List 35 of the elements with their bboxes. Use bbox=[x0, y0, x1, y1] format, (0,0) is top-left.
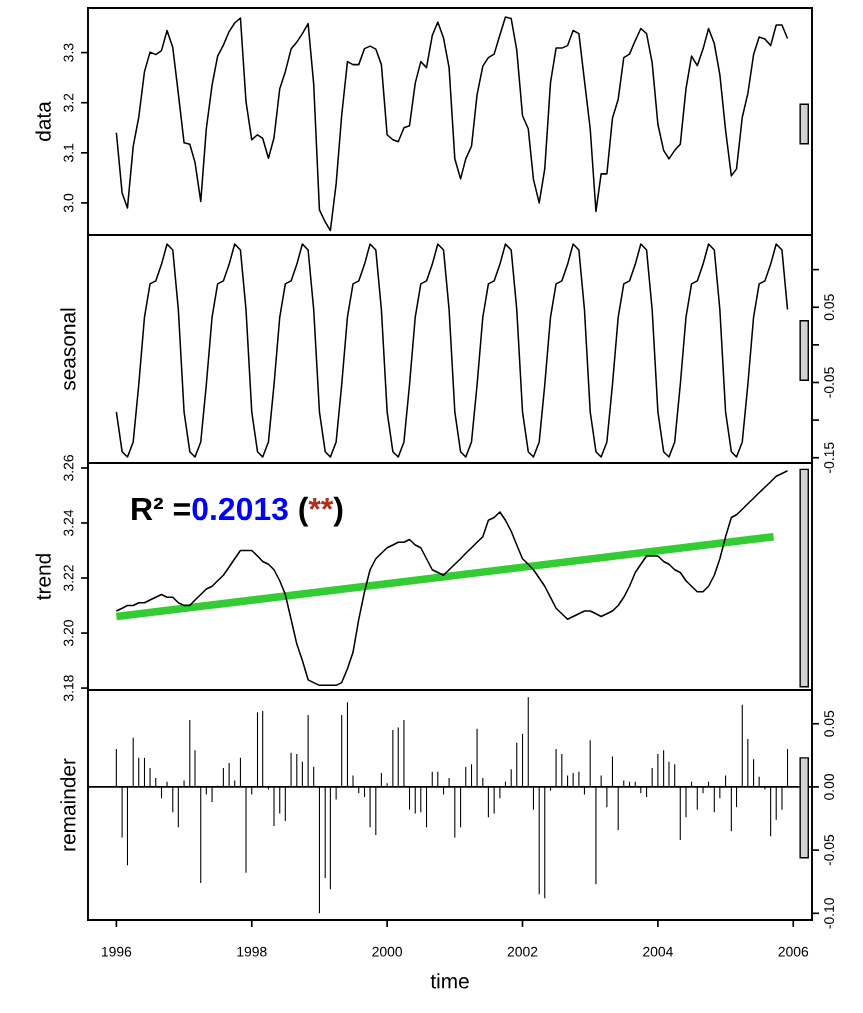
y-tick-label: 3.22 bbox=[63, 565, 74, 591]
y-tick-label: 3.1 bbox=[63, 143, 74, 162]
y-tick-label: 0.05 bbox=[824, 294, 835, 321]
x-axis-title: time bbox=[430, 973, 469, 989]
y-tick-label: 3.3 bbox=[63, 43, 74, 62]
y-tick-label: -0.05 bbox=[824, 367, 835, 398]
x-tick-label: 2002 bbox=[507, 946, 538, 957]
line-series bbox=[115, 16, 789, 232]
y-tick-label: 3.26 bbox=[63, 455, 74, 481]
x-tick-label: 1996 bbox=[101, 946, 132, 957]
annotation: R² = bbox=[132, 497, 190, 520]
x-tick-label: 2000 bbox=[372, 946, 403, 957]
y-tick-label: 3.0 bbox=[63, 193, 74, 213]
y-tick-label: -0.10 bbox=[824, 898, 835, 929]
y-tick-label: 3.20 bbox=[63, 620, 74, 647]
annotation: ( bbox=[299, 496, 309, 527]
y-tick-label: 3.18 bbox=[63, 675, 74, 702]
x-tick-label: 2006 bbox=[778, 946, 809, 957]
y-tick-label: 0.05 bbox=[824, 710, 835, 737]
annotation: 0.2013 bbox=[192, 497, 288, 521]
y-axis-title: trend bbox=[35, 554, 51, 600]
y-axis-title: data bbox=[35, 101, 51, 141]
x-tick-label: 1998 bbox=[237, 946, 267, 957]
line-series bbox=[115, 469, 789, 687]
y-tick-label: 3.24 bbox=[63, 509, 74, 536]
y-tick-label: 0.00 bbox=[824, 773, 835, 800]
x-tick-label: 2004 bbox=[643, 946, 673, 957]
annotation: ** bbox=[308, 497, 334, 510]
y-axis-title: seasonal bbox=[60, 308, 76, 391]
line-series bbox=[115, 243, 789, 458]
y-tick-label: -0.05 bbox=[824, 834, 835, 866]
y-tick-label: -0.15 bbox=[824, 442, 835, 473]
y-tick-label: 3.2 bbox=[63, 93, 74, 112]
y-axis-title: remainder bbox=[60, 758, 76, 851]
annotation: ) bbox=[333, 496, 343, 527]
